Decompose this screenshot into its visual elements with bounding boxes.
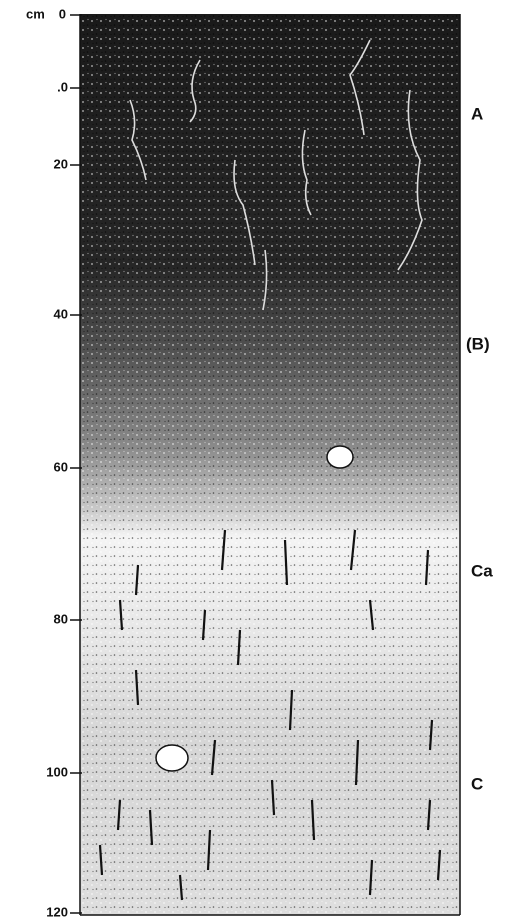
- horizon-label: (B): [466, 334, 490, 353]
- cracks: [98, 529, 442, 901]
- depth-scale: 0 .0 20 40 60 80 100 120: [46, 6, 82, 919]
- stone: [155, 744, 189, 772]
- depth-label: .0: [57, 79, 68, 94]
- stone: [326, 445, 354, 469]
- depth-label: 60: [54, 459, 68, 474]
- depth-label: 40: [54, 306, 68, 321]
- depth-label: 100: [46, 764, 68, 779]
- depth-label: 80: [54, 611, 68, 626]
- depth-label: 20: [54, 156, 68, 171]
- profile-texture: [80, 14, 460, 915]
- horizon-label: Ca: [471, 561, 493, 580]
- roots: [129, 39, 423, 311]
- profile: [79, 14, 461, 916]
- horizon-label: A: [471, 104, 483, 123]
- depth-label: 120: [46, 904, 68, 919]
- unit-label: cm: [26, 6, 45, 21]
- depth-label: 0: [59, 6, 66, 21]
- horizon-label: C: [471, 774, 483, 793]
